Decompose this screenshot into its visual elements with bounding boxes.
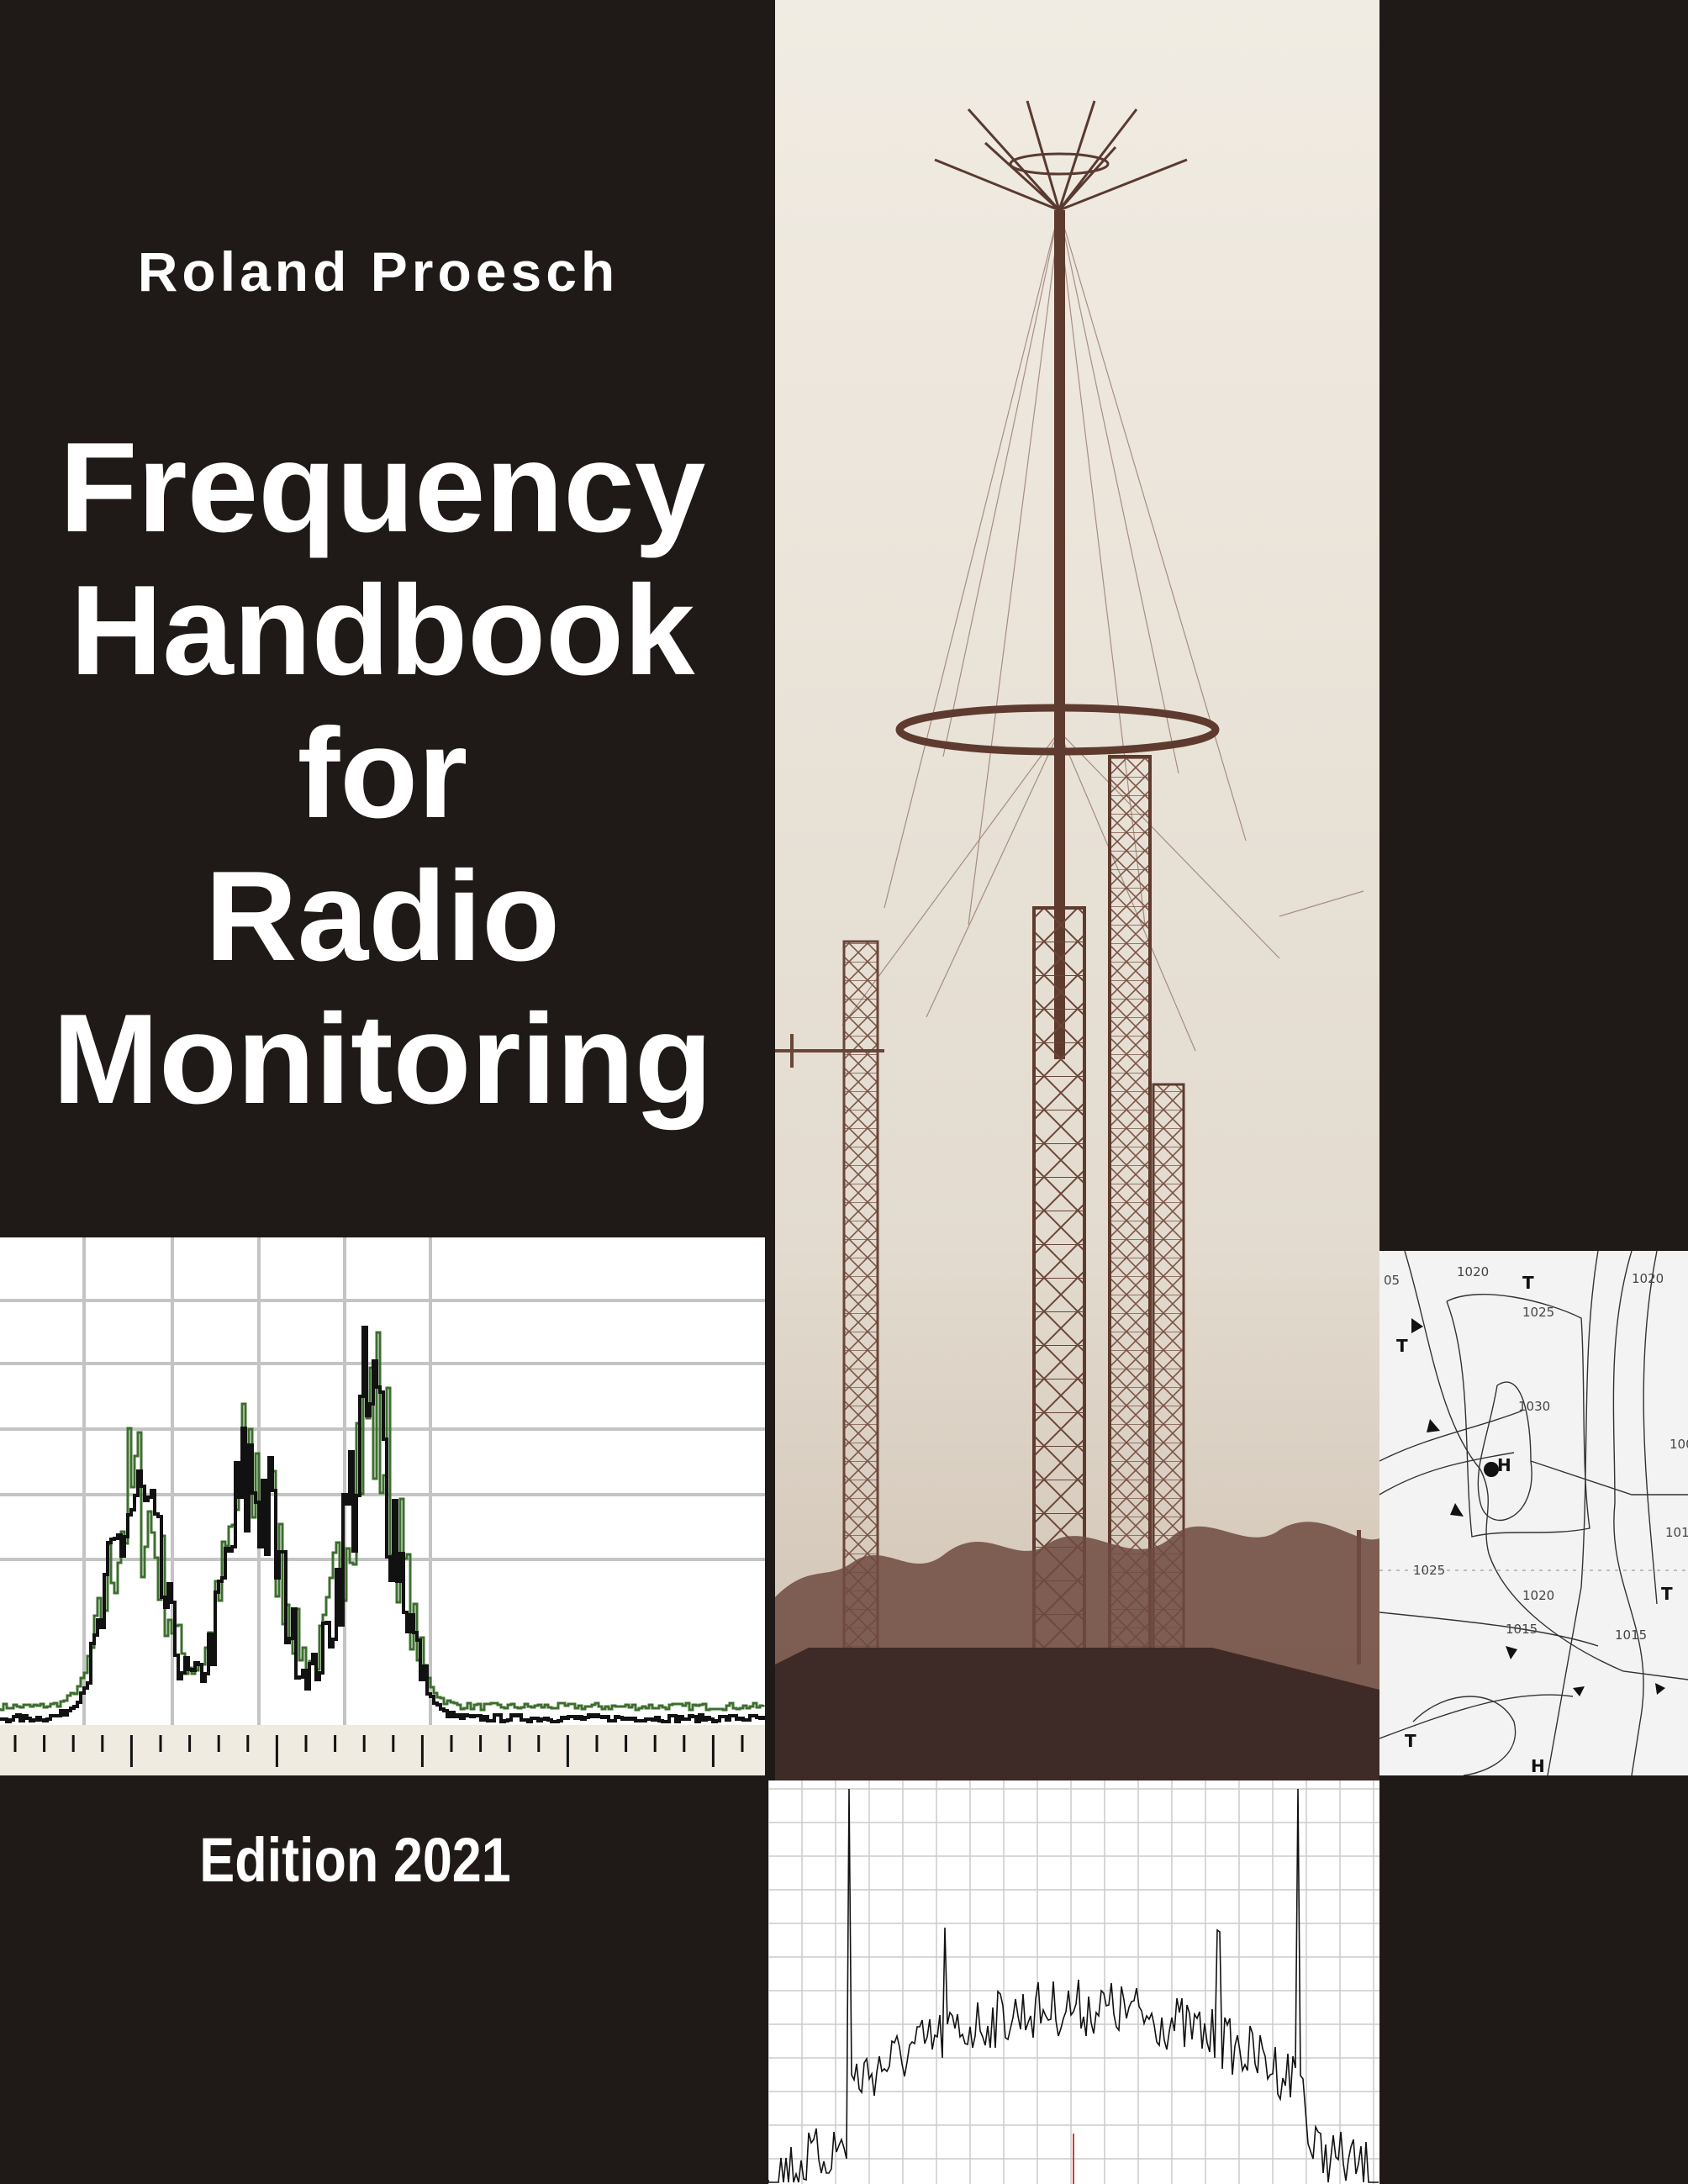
title-line: Handbook: [70, 559, 695, 702]
map-label: 1025: [1413, 1563, 1445, 1578]
antenna-umbrella-top: [934, 100, 1188, 212]
author-name: Roland Proesch: [137, 240, 620, 303]
map-label: 1025: [1522, 1305, 1554, 1320]
spectrum-trace: [768, 1788, 1379, 2183]
map-label: 1020: [1632, 1271, 1664, 1286]
spectrum-trace-black: [0, 1326, 765, 1723]
title-line: Frequency: [59, 416, 706, 559]
map-label: T: [1396, 1336, 1408, 1356]
plot-background: [0, 1237, 765, 1775]
map-label: 05: [1384, 1273, 1400, 1288]
map-label: H: [1531, 1756, 1545, 1775]
tick-strip: [0, 1725, 765, 1775]
map-label: 1020: [1457, 1264, 1489, 1279]
map-label: 1020: [1522, 1588, 1554, 1603]
book-title: Frequency Handbook for Radio Monitoring: [0, 416, 765, 1131]
title-line: for: [297, 702, 468, 845]
map-label: T: [1522, 1273, 1534, 1293]
map-label: H: [1497, 1455, 1511, 1475]
spectrum-plot-bottom: [768, 1780, 1379, 2184]
map-label: T: [1405, 1731, 1416, 1751]
plot-background: [768, 1780, 1379, 2184]
map-label: 1015: [1506, 1622, 1538, 1637]
title-line: Radio: [204, 845, 561, 988]
map-label: 1015: [1615, 1627, 1647, 1643]
map-label: 1030: [1518, 1399, 1550, 1414]
spectrum-plot-top: [0, 1237, 765, 1775]
map-label: 1000: [1670, 1437, 1688, 1452]
title-line: Monitoring: [52, 988, 713, 1131]
map-label: T: [1661, 1584, 1673, 1604]
antenna-towers-photo: [775, 0, 1379, 1780]
edition-label: Edition 2021: [199, 1825, 511, 1895]
